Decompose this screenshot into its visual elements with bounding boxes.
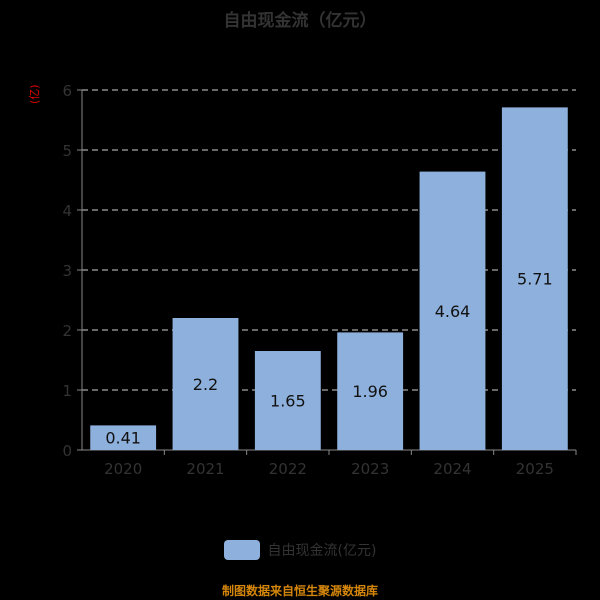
legend-swatch bbox=[223, 540, 260, 560]
bar bbox=[419, 171, 486, 450]
bar bbox=[501, 107, 568, 451]
bar-value-label: 0.41 bbox=[105, 429, 141, 448]
bar-value-label: 1.65 bbox=[270, 392, 306, 411]
x-tick-label: 2022 bbox=[269, 460, 307, 478]
bar bbox=[172, 318, 239, 450]
chart-title: 自由现金流（亿元） bbox=[223, 11, 377, 31]
legend-label: 自由现金流(亿元) bbox=[267, 543, 377, 559]
y-tick-label: 6 bbox=[62, 82, 72, 100]
bar-value-label: 2.2 bbox=[193, 375, 218, 394]
x-tick-label: 2021 bbox=[186, 460, 224, 478]
x-tick-label: 2025 bbox=[516, 460, 554, 478]
bar bbox=[254, 351, 321, 450]
legend[interactable]: 自由现金流(亿元) bbox=[0, 540, 600, 560]
y-tick-label: 4 bbox=[62, 202, 72, 220]
x-tick-label: 2020 bbox=[104, 460, 142, 478]
y-tick-label: 5 bbox=[62, 142, 72, 160]
bar-value-label: 5.71 bbox=[517, 270, 553, 289]
y-tick-label: 0 bbox=[62, 442, 72, 460]
source-note: 制图数据来自恒生聚源数据库 bbox=[221, 584, 378, 598]
bar-value-label: 4.64 bbox=[435, 302, 471, 321]
y-tick-label: 1 bbox=[62, 382, 72, 400]
x-tick-label: 2024 bbox=[433, 460, 471, 478]
y-tick-label: 2 bbox=[62, 322, 72, 340]
y-tick-label: 3 bbox=[62, 262, 72, 280]
bar bbox=[90, 425, 157, 450]
x-tick-label: 2023 bbox=[351, 460, 389, 478]
bar bbox=[337, 332, 404, 450]
bar-value-label: 1.96 bbox=[352, 382, 388, 401]
